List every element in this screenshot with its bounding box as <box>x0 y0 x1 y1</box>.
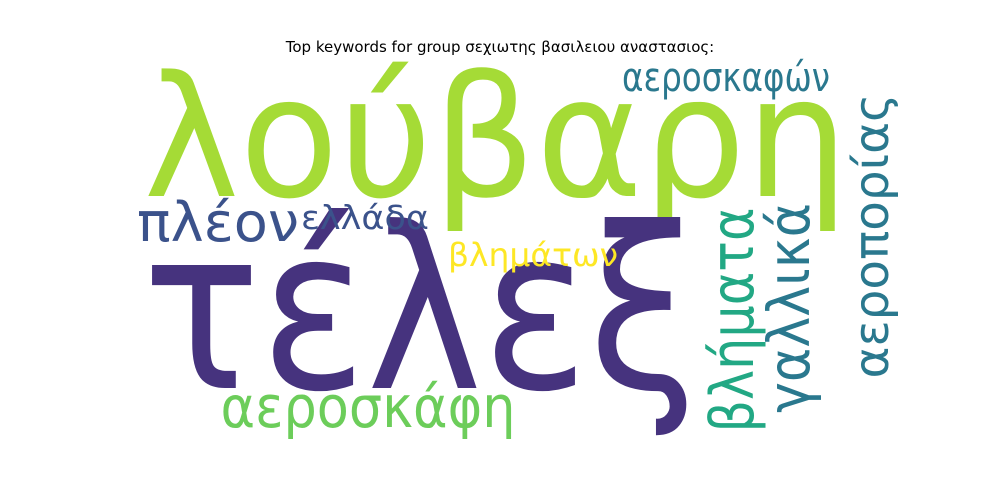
word-telex: τέλεξ <box>143 180 698 442</box>
word-aeroporias: αεροπορίας <box>844 94 900 379</box>
word-ellada: ελλάδα <box>301 198 429 237</box>
word-gallika: γαλλικά <box>755 203 823 413</box>
word-loubari: λούβαρη <box>144 40 849 236</box>
word-pleon: πλέον <box>137 191 299 254</box>
word-aeroskafi: αεροσκάφη <box>221 373 516 441</box>
chart-title: Top keywords for group σεχιωτης βασιλειο… <box>285 38 715 56</box>
word-vlimaton: βλημάτων <box>448 236 618 274</box>
word-vlimata: βλήματα <box>698 208 768 433</box>
word-aeroskafon: αεροσκαφών <box>622 55 830 101</box>
